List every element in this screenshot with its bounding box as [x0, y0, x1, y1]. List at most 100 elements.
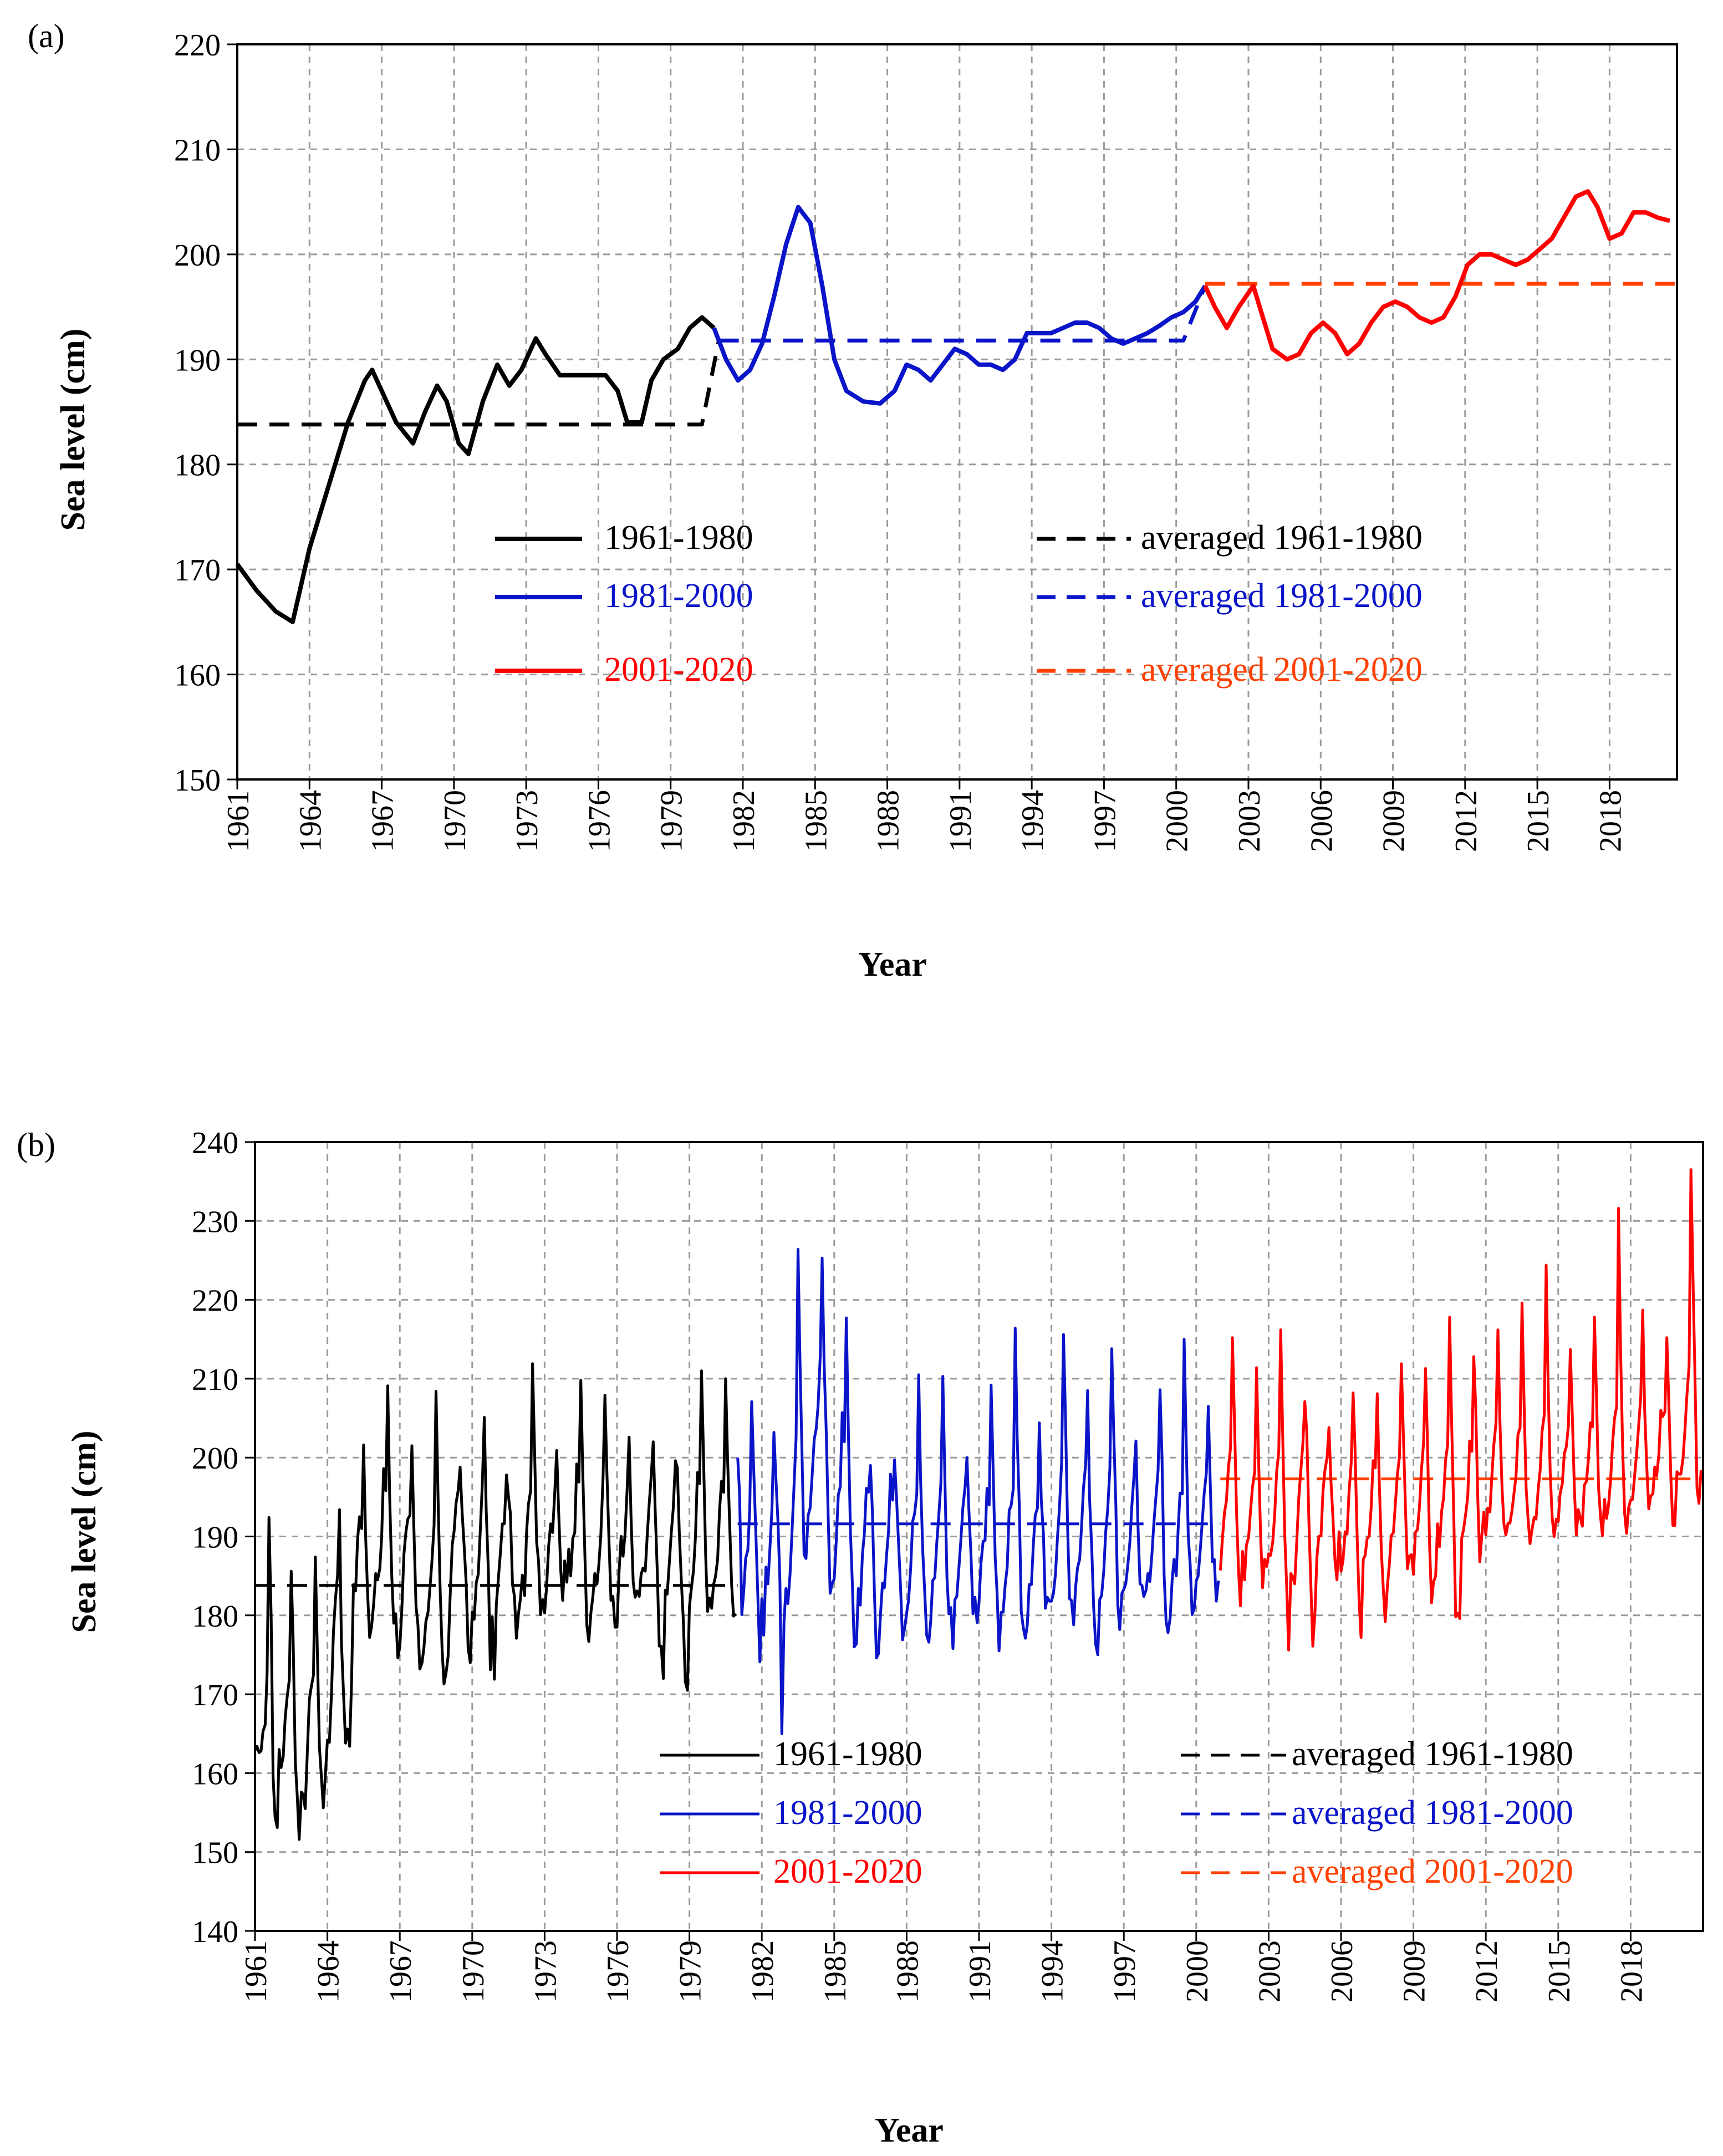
panel-label: (b) [17, 1127, 55, 1163]
y-tick-label: 150 [192, 1836, 238, 1870]
legend: 1961-1980 1981-2000 2001-2020 averaged 1961… [660, 1735, 1573, 1890]
x-axis-title: Year [875, 2112, 944, 2149]
x-tick-label: 1973 [510, 790, 544, 852]
x-tick-label: 1976 [601, 1940, 635, 2002]
y-tick-label: 220 [174, 28, 221, 63]
x-tick-label: 1976 [582, 790, 616, 852]
data-series [235, 189, 1670, 624]
x-tick-label: 1961 [239, 1940, 273, 2002]
x-tick-label: 2012 [1470, 1940, 1504, 2002]
data-series [253, 1168, 1702, 1841]
y-tick-label: 180 [174, 448, 221, 483]
x-tick-label: 1997 [1088, 790, 1122, 852]
legend-label: 2001-2020 [773, 1853, 922, 1890]
y-tick-label: 240 [192, 1126, 238, 1160]
axes [245, 1141, 1704, 1941]
legend-label: averaged 2001-2020 [1292, 1853, 1573, 1890]
x-tick-label: 1982 [727, 790, 761, 852]
x-tick-label: 1979 [674, 1940, 708, 2002]
x-tick-label: 1994 [1016, 790, 1050, 852]
x-tick-label: 2000 [1180, 1940, 1215, 2002]
x-tick-label: 1982 [746, 1940, 780, 2002]
y-tick-label: 160 [174, 659, 221, 693]
y-tick-label: 220 [192, 1284, 238, 1318]
legend: 1961-1980 1981-2000 2001-2020 averaged 1961… [495, 519, 1423, 689]
y-tick-label: 200 [174, 238, 221, 273]
x-tick-label: 2006 [1304, 790, 1339, 852]
x-tick-label: 2003 [1232, 790, 1267, 852]
y-tick-label: 150 [174, 763, 221, 798]
x-tick-label: 2015 [1521, 790, 1556, 852]
legend-label: 1961-1980 [773, 1735, 922, 1773]
x-tick-label: 2015 [1542, 1940, 1577, 2002]
legend-label: averaged 1981-2000 [1292, 1794, 1573, 1832]
x-tick-label: 1970 [456, 1940, 491, 2002]
y-tick-label: 190 [174, 343, 221, 378]
series-line [736, 1248, 1220, 1735]
legend-label: averaged 1981-2000 [1141, 577, 1423, 615]
x-tick-label: 1967 [366, 790, 400, 852]
legend-label: 1981-2000 [604, 577, 753, 615]
x-tick-label: 2006 [1325, 1940, 1359, 2002]
x-tick-label: 1988 [890, 1940, 925, 2002]
y-tick-label: 210 [174, 133, 221, 167]
average-lines [237, 282, 1677, 427]
legend-label: 2001-2020 [604, 651, 753, 689]
x-tick-label: 2000 [1160, 790, 1195, 852]
x-tick-label: 1964 [293, 790, 328, 852]
series-line [1219, 1168, 1702, 1652]
x-tick-label: 1985 [799, 790, 833, 852]
average-line [237, 340, 721, 427]
y-axis-title: Sea level (cm) [65, 1431, 103, 1633]
x-tick-label: 2009 [1377, 790, 1411, 852]
x-tick-label: 1997 [1108, 1940, 1142, 2002]
series-line [235, 315, 716, 624]
y-tick-label: 170 [192, 1678, 238, 1712]
y-tick-label: 160 [192, 1757, 238, 1791]
legend-label: 1981-2000 [773, 1794, 922, 1832]
y-tick-label: 140 [192, 1915, 238, 1949]
x-tick-label: 1991 [963, 1940, 997, 2002]
series-line [712, 205, 1207, 406]
chart-panel-a: (a) 150 160 170 180 190 200 210 220 1961 1964 1967… [28, 18, 1678, 983]
legend-label: averaged 1961-1980 [1292, 1735, 1573, 1773]
tick-labels: 140 150 160 170 180 190 200 210 220 230 240 1961 196… [192, 1126, 1649, 2002]
x-tick-label: 2012 [1449, 790, 1484, 852]
x-tick-label: 1967 [384, 1940, 418, 2002]
x-tick-label: 1973 [528, 1940, 563, 2002]
tick-labels: 150 160 170 180 190 200 210 220 1961 1964 1967 1970… [174, 28, 1628, 852]
y-tick-label: 170 [174, 553, 221, 588]
y-tick-label: 180 [192, 1599, 238, 1634]
y-tick-label: 210 [192, 1363, 238, 1397]
x-tick-label: 2018 [1593, 790, 1628, 852]
legend-label: 1961-1980 [604, 519, 753, 557]
x-tick-label: 1961 [221, 790, 256, 852]
x-tick-label: 2009 [1398, 1940, 1432, 2002]
legend-label: averaged 1961-1980 [1141, 519, 1423, 557]
chart-panel-b: (b) 140 150 160 170 180 190 200 210 220 230 240 196… [17, 1126, 1704, 2149]
plot-frame [254, 1141, 1704, 1932]
series-line [253, 1362, 737, 1841]
average-line [718, 285, 1207, 343]
gridlines [237, 44, 1677, 779]
gridlines [255, 1142, 1703, 1931]
plot-frame [236, 43, 1678, 781]
series-line [1203, 189, 1670, 362]
y-tick-label: 200 [192, 1441, 238, 1476]
x-tick-label: 1985 [818, 1940, 853, 2002]
legend-label: averaged 2001-2020 [1141, 651, 1423, 689]
x-tick-label: 1979 [655, 790, 689, 852]
x-axis-title: Year [858, 946, 927, 983]
x-tick-label: 1988 [871, 790, 906, 852]
x-tick-label: 1991 [944, 790, 978, 852]
x-tick-label: 2018 [1614, 1940, 1649, 2002]
x-tick-label: 1970 [438, 790, 472, 852]
x-tick-label: 2003 [1252, 1940, 1287, 2002]
axes [227, 43, 1678, 789]
y-axis-title: Sea level (cm) [54, 329, 92, 531]
panel-label: (a) [28, 18, 65, 54]
x-tick-label: 1994 [1036, 1940, 1070, 2002]
y-tick-label: 230 [192, 1205, 238, 1239]
